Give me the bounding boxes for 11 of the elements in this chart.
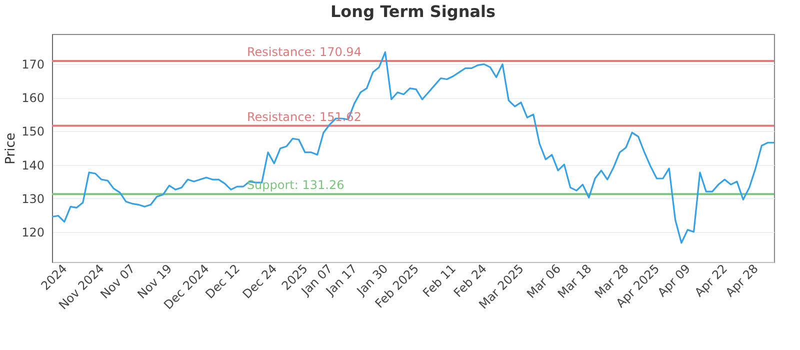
chart-title: Long Term Signals [330,2,496,21]
y-tick-label: 150 [22,124,44,139]
x-tick-label: Dec 24 [240,262,280,302]
y-tick-label: 140 [22,158,44,172]
y-axis-title: Price [4,132,19,164]
ref-line-label: Resistance: 170.94 [246,45,362,60]
y-tick-label: 130 [22,192,44,206]
y-tick-label: 160 [22,91,44,106]
y-tick-label: 120 [22,225,44,240]
ref-line-label: Support: 131.26 [246,178,344,192]
y-tick-label: 170 [22,58,44,72]
